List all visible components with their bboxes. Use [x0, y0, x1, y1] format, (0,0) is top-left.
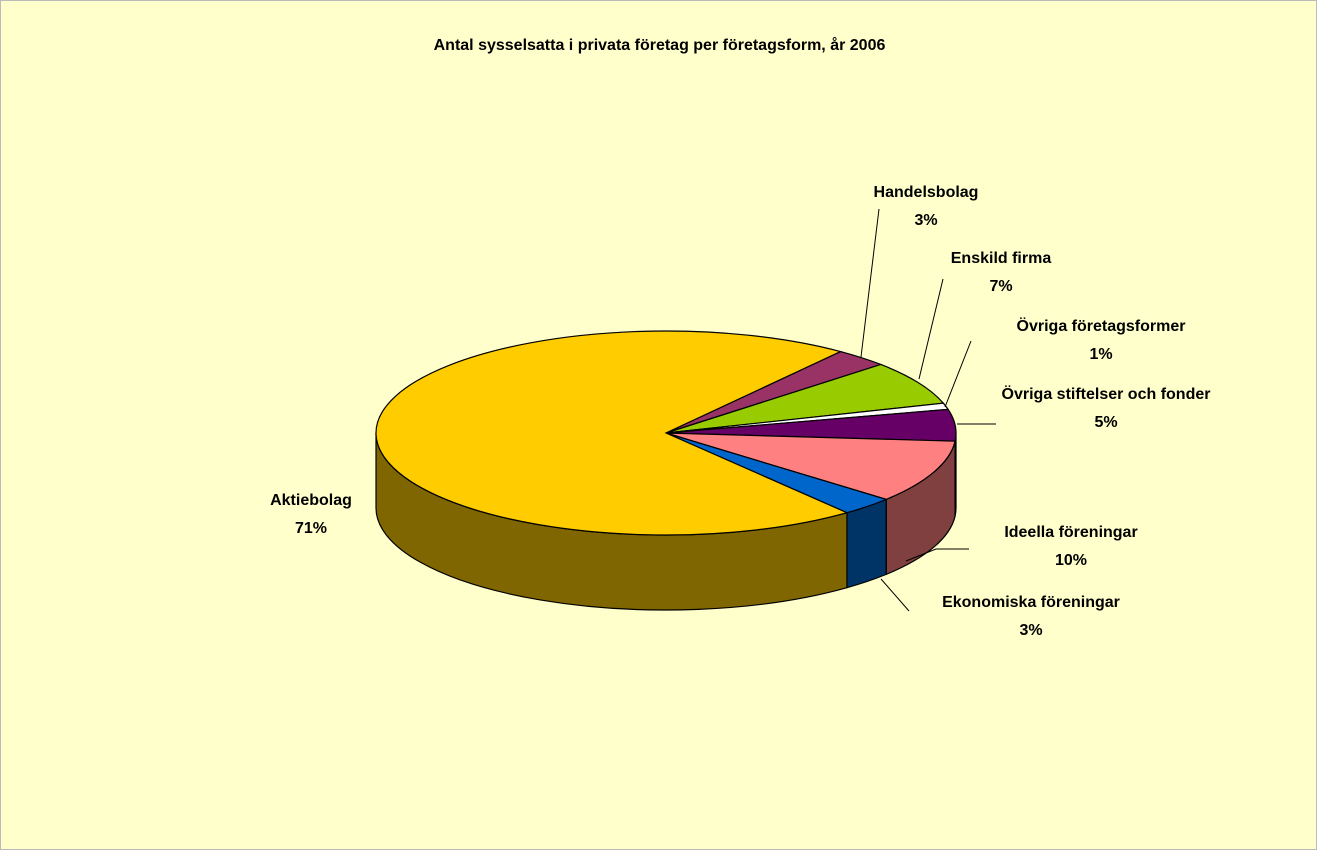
label-category: Övriga stiftelser och fonder [1001, 386, 1211, 403]
label-value: 5% [1094, 414, 1118, 431]
label-value: 10% [1054, 552, 1088, 569]
label-value: 3% [1019, 622, 1043, 639]
label-category: Övriga företagsformer [1016, 318, 1186, 335]
label-category: Handelsbolag [873, 184, 979, 201]
data-label: Aktiebolag 71% [231, 487, 391, 543]
data-label: Övriga stiftelser och fonder 5% [991, 381, 1221, 437]
label-category: Enskild firma [950, 250, 1052, 267]
pie-slice [375, 330, 849, 536]
label-value: 71% [294, 520, 328, 537]
label-category: Ideella föreningar [1004, 524, 1138, 541]
leader-line [880, 578, 910, 612]
data-label: Handelsbolag 3% [836, 179, 1016, 235]
chart-title: Antal sysselsatta i privata företag per … [433, 37, 886, 54]
label-value: 3% [914, 212, 938, 229]
data-label: Enskild firma 7% [911, 245, 1091, 301]
label-value: 7% [989, 278, 1013, 295]
leader-line [905, 548, 969, 562]
label-category: Ekonomiska föreningar [942, 594, 1120, 611]
label-category: Aktiebolag [270, 492, 352, 509]
leader-line [860, 208, 880, 358]
pie-slice-side [846, 498, 887, 589]
label-value: 1% [1089, 346, 1113, 363]
pie-slice [665, 363, 945, 434]
data-label: Ideella föreningar 10% [961, 519, 1181, 575]
data-label: Ekonomiska föreningar 3% [901, 589, 1161, 645]
leader-line [918, 278, 944, 380]
pie-slice [665, 432, 956, 501]
leader-line [944, 340, 972, 408]
data-label: Övriga företagsformer 1% [976, 313, 1226, 369]
